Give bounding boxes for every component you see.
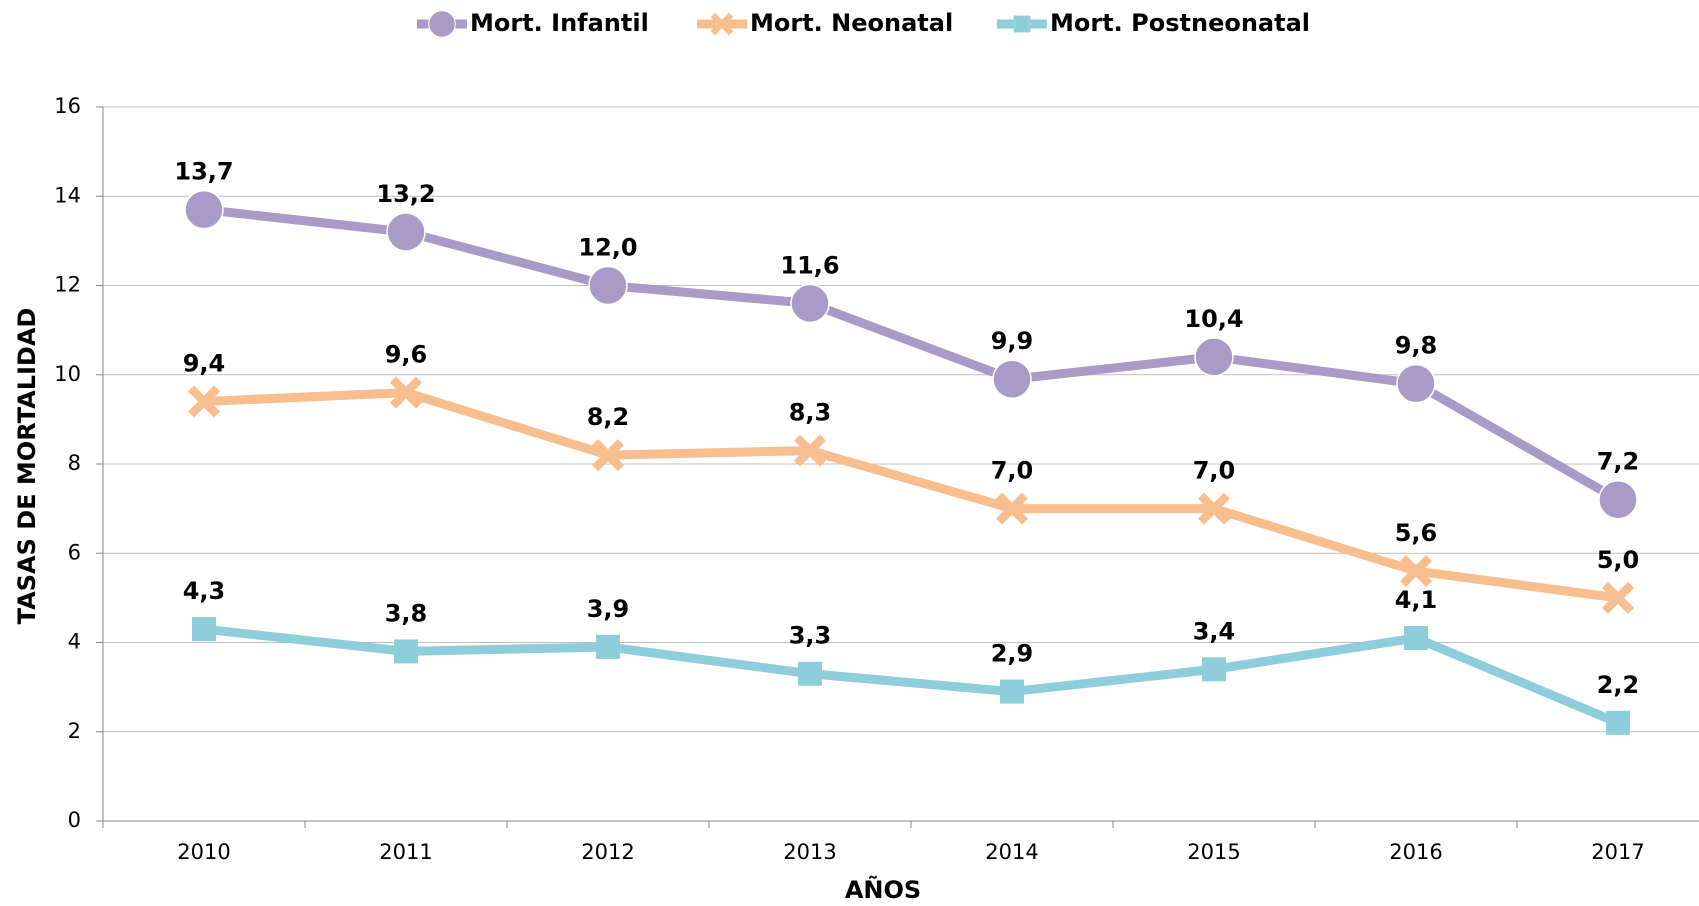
data-point — [794, 434, 826, 467]
data-label: 8,3 — [789, 399, 832, 427]
data-point — [596, 634, 620, 659]
y-tick-label: 0 — [68, 808, 81, 832]
data-label: 3,8 — [385, 599, 428, 627]
data-point — [1404, 626, 1428, 651]
y-tick-label: 6 — [68, 540, 81, 564]
y-tick-label: 4 — [68, 630, 81, 654]
data-point — [394, 639, 418, 664]
data-label: 10,4 — [1184, 305, 1243, 333]
y-tick-label: 12 — [54, 273, 81, 297]
data-point — [1606, 710, 1630, 735]
data-label: 13,7 — [174, 158, 233, 186]
y-tick-label: 8 — [68, 451, 81, 475]
x-tick-label: 2010 — [177, 840, 230, 864]
data-label: 7,0 — [991, 457, 1034, 485]
data-label: 12,0 — [578, 234, 637, 262]
data-point — [790, 283, 830, 324]
data-label: 2,9 — [991, 640, 1034, 668]
y-tick-label: 10 — [54, 362, 81, 386]
x-axis-title: AÑOS — [845, 875, 921, 904]
legend-marker — [428, 10, 456, 38]
data-point — [184, 189, 224, 230]
data-point — [192, 617, 216, 642]
series-line — [203, 205, 1621, 504]
data-point — [386, 212, 426, 252]
data-label: 4,1 — [1395, 586, 1438, 614]
legend-label: Mort. Infantil — [470, 9, 649, 37]
data-point — [188, 385, 220, 418]
x-tick-label: 2017 — [1591, 840, 1644, 864]
data-point — [1598, 479, 1638, 520]
y-tick-label: 2 — [68, 719, 81, 743]
data-label: 8,2 — [587, 403, 630, 431]
y-tick-label: 14 — [54, 183, 81, 207]
data-label: 5,0 — [1597, 546, 1640, 574]
data-label: 7,2 — [1597, 448, 1640, 476]
y-tick-label: 16 — [54, 94, 81, 118]
x-tick-label: 2011 — [379, 840, 432, 864]
data-label: 5,6 — [1395, 519, 1438, 547]
data-label: 4,3 — [183, 577, 226, 605]
x-tick-label: 2012 — [581, 840, 634, 864]
data-label: 2,2 — [1597, 671, 1640, 699]
data-point — [588, 265, 628, 306]
legend-marker — [710, 12, 734, 36]
y-axis-title: TASAS DE MORTALIDAD — [13, 308, 41, 625]
data-point — [996, 492, 1028, 525]
data-label: 9,8 — [1395, 332, 1438, 360]
data-label: 7,0 — [1193, 457, 1236, 485]
x-tick-label: 2013 — [783, 840, 836, 864]
data-label: 9,9 — [991, 327, 1034, 355]
data-point — [798, 661, 822, 686]
data-label: 11,6 — [780, 251, 839, 279]
data-label: 3,3 — [789, 622, 832, 650]
data-point — [390, 376, 422, 409]
data-label: 13,2 — [376, 180, 435, 208]
data-point — [1198, 492, 1230, 525]
data-point — [1602, 581, 1634, 614]
legend-label: Mort. Neonatal — [750, 9, 953, 37]
data-point — [1000, 679, 1024, 704]
series-line — [203, 388, 1619, 603]
data-point — [992, 359, 1032, 399]
data-label: 3,9 — [587, 595, 630, 623]
data-point — [592, 439, 624, 472]
series-line — [203, 624, 1620, 727]
data-point — [1400, 555, 1432, 588]
data-point — [1202, 657, 1226, 682]
data-point — [1396, 363, 1436, 404]
data-label: 9,6 — [385, 341, 428, 369]
data-point — [1194, 337, 1234, 377]
legend-marker — [1013, 15, 1031, 33]
x-tick-label: 2015 — [1187, 840, 1240, 864]
data-label: 3,4 — [1193, 617, 1236, 645]
legend-label: Mort. Postneonatal — [1050, 9, 1310, 37]
x-tick-label: 2014 — [985, 840, 1038, 864]
x-tick-label: 2016 — [1389, 840, 1442, 864]
data-label: 9,4 — [183, 350, 226, 378]
